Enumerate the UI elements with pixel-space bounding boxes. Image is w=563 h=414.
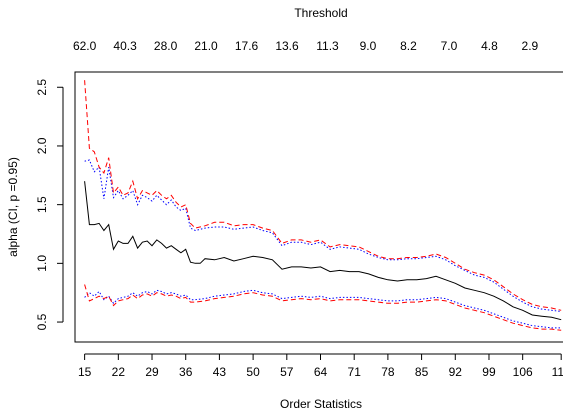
top-tick-label: 40.3: [113, 39, 137, 53]
x-tick-label: 50: [246, 365, 260, 379]
x-tick-label: 36: [179, 365, 193, 379]
series-line-ci-blue-lower: [84, 289, 562, 329]
y-axis-title: alpha (CI, p =0.95): [6, 157, 20, 257]
top-tick-label: 28.0: [154, 39, 178, 53]
plot-area: 15 22 29 36 43 50 57 64 71 78 85 92 99 106 114 62.0 40.3…: [35, 39, 563, 379]
x-tick-label: 29: [145, 365, 159, 379]
x-tick-label: 99: [482, 365, 496, 379]
x-tick-label: 71: [348, 365, 362, 379]
series-line-ci-red-upper: [84, 80, 562, 311]
top-tick-label: 9.0: [360, 39, 377, 53]
top-tick-label: 17.6: [235, 39, 259, 53]
top-tick-label: 2.9: [522, 39, 539, 53]
top-tick-label: 7.0: [441, 39, 458, 53]
top-tick-label: 21.0: [194, 39, 218, 53]
top-tick-label: 8.2: [400, 39, 417, 53]
x-tick-label: 92: [449, 365, 463, 379]
x-tick-label: 85: [415, 365, 429, 379]
series-line-estimate: [84, 181, 562, 321]
series-line-ci-blue-upper: [84, 159, 562, 312]
y-tick-label: 1.0: [35, 255, 49, 272]
y-tick-label: 2.5: [35, 79, 49, 96]
top-tick-label: 11.3: [316, 39, 339, 53]
x-tick-label: 78: [381, 365, 395, 379]
x-tick-label: 64: [314, 365, 328, 379]
y-tick-label: 1.5: [35, 196, 49, 213]
top-axis-title: Threshold: [294, 6, 347, 20]
x-tick-label: 57: [280, 365, 294, 379]
series-line-ci-red-lower: [84, 284, 562, 331]
top-tick-label: 62.0: [73, 39, 97, 53]
x-tick-label: 114: [552, 365, 563, 379]
x-tick-label: 15: [78, 365, 92, 379]
x-tick-label: 22: [112, 365, 126, 379]
x-tick-label: 106: [513, 365, 533, 379]
y-tick-label: 2.0: [35, 137, 49, 154]
x-tick-label: 43: [213, 365, 227, 379]
top-tick-label: 4.8: [481, 39, 498, 53]
top-tick-label: 13.6: [275, 39, 299, 53]
x-axis-title: Order Statistics: [280, 397, 362, 411]
plot-box: [74, 71, 563, 343]
y-tick-label: 0.5: [35, 313, 49, 330]
